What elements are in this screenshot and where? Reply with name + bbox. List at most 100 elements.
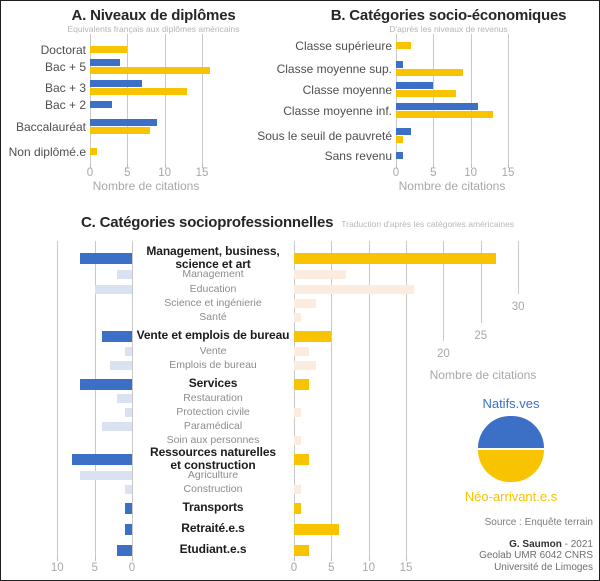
gridline-right: [368, 241, 370, 557]
bar-newcomers: [90, 46, 128, 53]
row-label: Management: [132, 268, 294, 280]
row-label-line: Services: [188, 376, 238, 391]
row-label: Soin aux personnes: [132, 434, 294, 446]
gridline: [202, 34, 204, 164]
bar-newcomers: [294, 284, 414, 294]
tick-label: 0: [392, 167, 400, 179]
bar-newcomers: [294, 484, 302, 494]
row-label-line: et construction: [170, 457, 256, 472]
tick-label: 0: [128, 562, 136, 574]
tick-label: 5: [328, 562, 335, 574]
gridline: [164, 34, 166, 164]
tick-label: 10: [158, 167, 172, 179]
bar-newcomers: [90, 88, 188, 95]
tick-mark: [294, 557, 295, 561]
category-label: Bac + 2: [44, 97, 86, 112]
tick-label: 15: [501, 167, 515, 179]
category-label: Sans revenu: [324, 148, 392, 163]
row-label-line: Vente: [199, 344, 227, 357]
tick-mark: [331, 557, 333, 561]
credit-year: - 2021: [561, 538, 593, 550]
bar-natives: [79, 470, 132, 480]
bar-natives: [102, 330, 132, 342]
legend-natives-label: Natifs.ves: [482, 396, 540, 411]
bar-newcomers: [294, 544, 309, 556]
gridline: [90, 34, 91, 164]
tick-label: 5: [91, 562, 98, 574]
bar-newcomers: [396, 69, 464, 76]
category-label: Sous le seuil de pauvreté: [257, 128, 392, 143]
gridline: [470, 34, 472, 164]
tick-mark: [508, 164, 510, 168]
row-label-line: Education: [189, 282, 237, 295]
row-label-line: Construction: [183, 482, 243, 495]
bar-natives: [102, 421, 132, 431]
panel-a-diplomas: A. Niveaux de diplômes Equivalents franç…: [9, 7, 296, 201]
bar-natives: [124, 346, 132, 356]
bar-newcomers: [294, 453, 309, 465]
tick-mark: [94, 557, 96, 561]
bar-newcomers: [294, 330, 332, 342]
flag-yellow-half: [478, 450, 544, 482]
footer-credits: Source : Enquête terrain G. Saumon - 202…: [479, 517, 593, 573]
source-note: Source : Enquête terrain: [484, 517, 593, 528]
bar-newcomers: [294, 252, 496, 264]
row-label: Santé: [132, 311, 294, 323]
tick-label: 5: [124, 167, 131, 179]
panel-b-title: B. Catégories socio-économiques: [330, 7, 567, 24]
row-label-line: science et art: [175, 256, 251, 271]
bar-natives: [396, 152, 404, 159]
category-label: Classe moyenne sup.: [276, 61, 392, 76]
tick-label: 0: [290, 562, 298, 574]
credit-lab: Geolab UMR 6042 CNRS: [479, 550, 593, 561]
category-label: Classe moyenne inf.: [283, 103, 392, 118]
gridline-left: [132, 241, 133, 557]
category-label: Baccalauréat: [15, 119, 86, 134]
bar-natives: [124, 502, 132, 514]
gridline-staggered: [480, 241, 482, 323]
panel-a-title: A. Niveaux de diplômes: [71, 7, 236, 24]
gridline-staggered: [518, 241, 520, 294]
bar-newcomers: [294, 435, 302, 445]
tick-label: 30: [511, 301, 525, 313]
row-label: Emplois de bureau: [132, 359, 294, 371]
bar-natives: [396, 128, 411, 135]
row-label-line: Science et ingénierie: [164, 296, 262, 309]
panel-c-subtitle: Traduction d'après les catégories améric…: [341, 219, 515, 229]
bar-newcomers: [90, 148, 98, 155]
tick-mark: [433, 164, 435, 168]
bar-natives: [117, 393, 132, 403]
bar-newcomers: [294, 360, 317, 370]
legend-newcomers-label: Néo-arrivant.e.s: [464, 489, 558, 504]
legend-flag-circle-icon: [478, 416, 544, 482]
gridline: [127, 34, 129, 164]
bar-natives: [396, 103, 479, 110]
tick-label: 20: [436, 348, 450, 360]
panel-c-socioprofessional: C. Catégories socioprofessionnelles Tradu…: [1, 206, 599, 580]
bar-natives: [90, 59, 120, 66]
bar-newcomers: [294, 269, 347, 279]
row-label: Ressources naturelles et construction: [132, 446, 294, 471]
tick-label: 25: [474, 330, 488, 342]
bar-newcomers: [294, 346, 309, 356]
row-label-line: Restauration: [183, 391, 243, 404]
bar-natives: [109, 360, 132, 370]
row-label: Construction: [132, 483, 294, 495]
bar-newcomers: [396, 136, 404, 143]
category-label: Classe moyenne: [302, 82, 392, 97]
tick-mark: [57, 557, 59, 561]
gridline-right: [406, 241, 408, 557]
gridline-left: [94, 241, 96, 557]
bar-natives: [79, 378, 132, 390]
bar-newcomers: [396, 111, 494, 118]
bar-natives: [124, 523, 132, 535]
row-label-line: Management: [182, 267, 244, 280]
credit-author: G. Saumon: [509, 538, 562, 550]
row-label: Paramédical: [132, 420, 294, 432]
gridline: [396, 34, 397, 164]
row-label-line: Soin aux personnes: [166, 433, 260, 446]
gridline-right: [331, 241, 333, 557]
row-label: Etudiant.e.s: [132, 543, 294, 556]
panel-b-socioeconomic: B. Catégories socio-économiques D'après …: [257, 7, 596, 201]
